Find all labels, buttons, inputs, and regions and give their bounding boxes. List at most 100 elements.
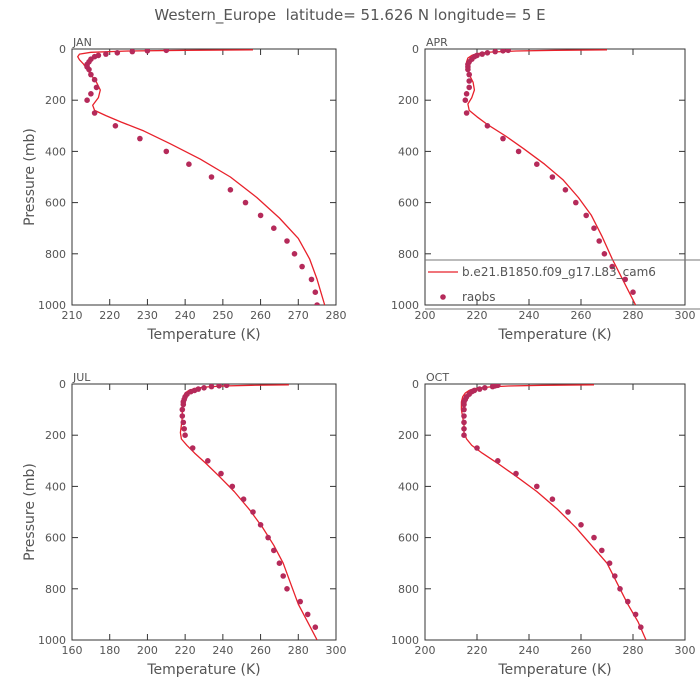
panel-label-oct: OCT <box>426 371 449 384</box>
raobs-point <box>276 560 283 566</box>
raobs-point <box>93 84 100 91</box>
y-axis-label: Pressure (mb) <box>22 463 38 561</box>
raobs-point <box>591 534 597 541</box>
legend-swatch-dot <box>440 294 446 300</box>
raobs-point <box>304 611 311 618</box>
plot-area <box>462 49 637 305</box>
x-tick-label: 300 <box>326 644 347 657</box>
x-axis-label: Temperature (K) <box>497 327 611 343</box>
raobs-point <box>297 598 304 605</box>
x-tick-label: 200 <box>415 309 436 322</box>
raobs-point <box>630 289 636 296</box>
raobs-point <box>314 302 320 305</box>
x-tick-label: 160 <box>62 644 83 657</box>
raobs-point <box>489 384 496 390</box>
x-tick-label: 200 <box>415 644 436 657</box>
raobs-point <box>479 51 486 57</box>
raobs-point <box>466 71 473 78</box>
y-tick-label: 200 <box>45 94 66 107</box>
y-tick-label: 800 <box>398 583 419 596</box>
x-tick-label: 260 <box>571 309 592 322</box>
y-tick-label: 0 <box>59 43 66 56</box>
raobs-point <box>88 91 94 97</box>
raobs-point <box>466 84 473 91</box>
x-tick-label: 300 <box>675 644 696 657</box>
raobs-point <box>500 49 506 54</box>
raobs-point <box>583 212 589 219</box>
x-tick-label: 240 <box>175 309 196 322</box>
raobs-point <box>250 509 256 515</box>
raobs-point <box>271 225 277 231</box>
raobs-point <box>465 66 471 73</box>
raobs-point <box>513 470 519 477</box>
y-tick-label: 400 <box>398 145 419 158</box>
model-series-line <box>179 384 318 640</box>
raobs-point <box>534 161 540 167</box>
raobs-point <box>271 547 277 554</box>
x-tick-label: 240 <box>519 644 540 657</box>
raobs-point <box>625 598 631 605</box>
y-tick-label: 800 <box>398 248 419 261</box>
y-tick-label: 600 <box>45 197 66 210</box>
raobs-point <box>84 97 90 103</box>
raobs-point <box>606 560 613 566</box>
raobs-point <box>578 522 584 528</box>
plot-area <box>460 384 647 640</box>
raobs-point <box>257 522 264 528</box>
raobs-point <box>461 401 467 408</box>
raobs-point <box>312 624 319 630</box>
raobs-point <box>223 384 230 389</box>
raobs-point <box>182 432 188 439</box>
raobs-point <box>229 483 236 490</box>
y-tick-label: 0 <box>59 378 66 391</box>
x-tick-label: 280 <box>623 309 644 322</box>
raobs-point <box>88 71 94 78</box>
raobs-point <box>461 426 467 432</box>
raobs-point <box>596 238 602 244</box>
y-tick-label: 1000 <box>38 299 66 312</box>
raobs-point <box>129 49 136 55</box>
raobs-point <box>112 123 119 129</box>
plot-frame <box>71 383 337 641</box>
x-tick-label: 260 <box>571 644 592 657</box>
x-tick-label: 180 <box>99 644 120 657</box>
panel-jan: 210 220 230 240 250 260 270 280 0 200 400 600 800 100… <box>22 36 347 343</box>
raobs-point <box>632 611 639 618</box>
x-tick-label: 220 <box>99 309 120 322</box>
raobs-point <box>461 406 467 413</box>
raobs-point <box>103 51 109 57</box>
raobs-point <box>189 445 196 451</box>
y-tick-label: 800 <box>45 248 66 261</box>
y-tick-label: 600 <box>45 532 66 545</box>
raobs-point <box>638 624 644 630</box>
raobs-point <box>257 212 264 219</box>
y-tick-label: 200 <box>398 429 419 442</box>
raobs-point <box>599 547 605 554</box>
raobs-point <box>500 135 506 142</box>
raobs-point <box>534 483 540 490</box>
x-axis-label: Temperature (K) <box>146 662 260 678</box>
y-tick-label: 400 <box>398 480 419 493</box>
raobs-point <box>476 386 483 392</box>
raobs-point <box>463 110 470 116</box>
y-tick-label: 1000 <box>38 634 66 647</box>
raobs-point <box>181 426 187 432</box>
panel-label-apr: APR <box>426 36 448 49</box>
y-tick-label: 1000 <box>391 299 419 312</box>
raobs-point <box>265 534 271 541</box>
raobs-point <box>492 49 498 55</box>
raobs-point <box>208 174 215 180</box>
x-tick-label: 220 <box>175 644 196 657</box>
raobs-point <box>180 401 187 408</box>
raobs-point <box>462 97 469 103</box>
raobs-point <box>495 458 501 464</box>
raobs-point <box>284 238 290 244</box>
x-tick-label: 300 <box>675 309 696 322</box>
panels: 210 220 230 240 250 260 270 280 0 200 400 600 800 100… <box>22 36 700 678</box>
y-tick-label: 200 <box>45 429 66 442</box>
raobs-point <box>284 586 290 592</box>
raobs-point <box>484 50 491 56</box>
raobs-point <box>622 276 628 283</box>
raobs-point <box>549 496 556 503</box>
